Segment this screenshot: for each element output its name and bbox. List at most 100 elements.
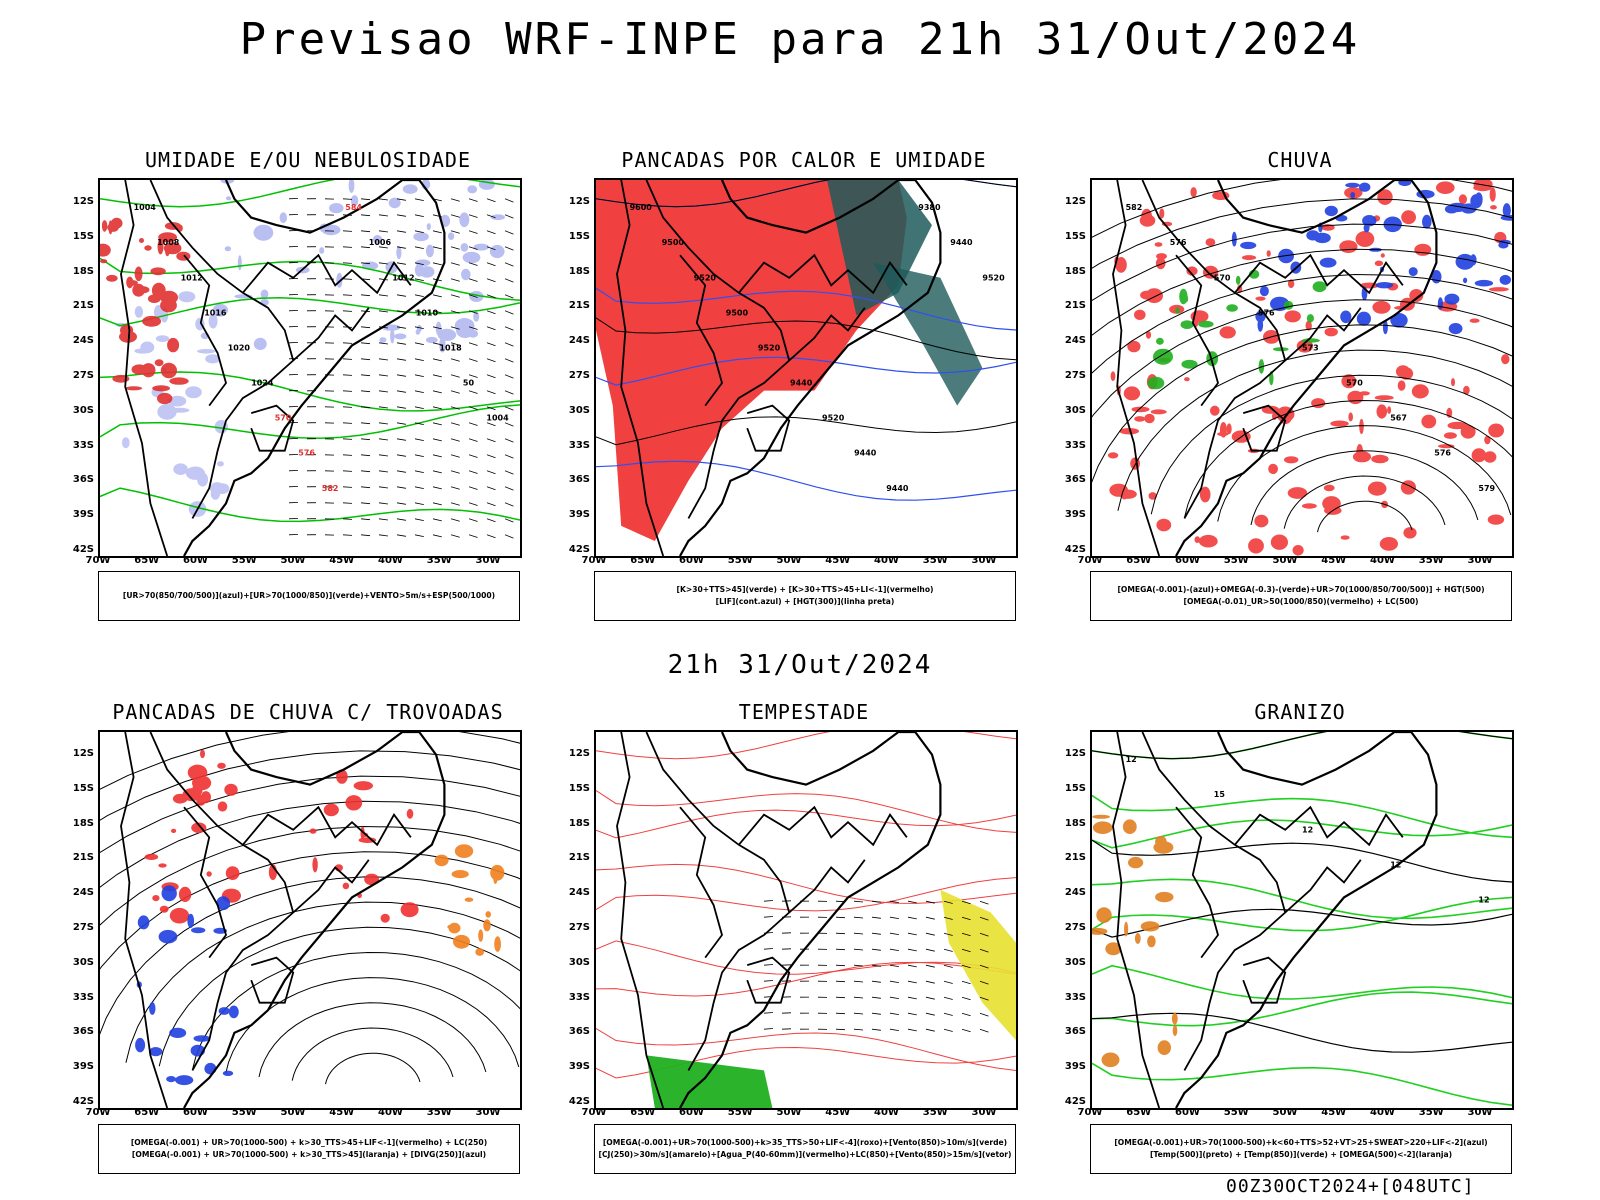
political-border xyxy=(746,404,791,452)
panel-6-map: 12 15 12 12 12 xyxy=(1090,730,1514,1110)
rain-red-field xyxy=(1107,180,1510,556)
latitude-tick-label: 39S xyxy=(568,1061,590,1073)
jet-yellow-fill xyxy=(940,889,1016,1041)
latitude-tick-label: 42S xyxy=(568,544,590,555)
instability-green-fill-east xyxy=(873,262,983,406)
contour-label: 9500 xyxy=(662,238,685,247)
political-border xyxy=(616,180,665,556)
latitude-tick-label: 33S xyxy=(568,439,590,451)
political-border xyxy=(1242,404,1287,452)
legend-line: [CJ(250)>30m/s](amarelo)+[Agua_P(40-60mm… xyxy=(598,1150,1012,1159)
contour-label: 9520 xyxy=(982,273,1005,282)
contour-label: 9520 xyxy=(694,273,717,282)
contour-label: 9440 xyxy=(950,238,973,247)
longitude-tick-label: 70W xyxy=(1077,555,1103,566)
longitude-tick-label: 60W xyxy=(679,555,704,566)
latitude-tick-label: 21S xyxy=(72,852,94,864)
political-border xyxy=(242,805,412,847)
contour-label: 576 xyxy=(298,449,315,458)
latitude-tick-label: 33S xyxy=(72,439,94,451)
political-border xyxy=(242,253,412,295)
latitude-tick-label: 33S xyxy=(72,991,94,1003)
contour-label: 12 xyxy=(1126,755,1137,764)
contour-label: 576 xyxy=(1434,449,1451,458)
contour-label: 584 xyxy=(345,203,362,212)
political-border xyxy=(183,806,227,959)
latitude-tick-label: 15S xyxy=(568,230,590,242)
political-border xyxy=(1141,180,1287,519)
longitude-tick-label: 30W xyxy=(1467,555,1493,566)
longitude-tick-label: 40W xyxy=(874,1107,899,1118)
legend-line: [OMEGA(-0.001)+UR>70(1000-500)+k<60+TTS>… xyxy=(1114,1138,1488,1147)
latitude-tick-label: 24S xyxy=(568,887,590,899)
contour-label: 9440 xyxy=(886,484,909,493)
panel-4-legend: [OMEGA(-0.001) + UR>70(1000-500) + k>30_… xyxy=(98,1124,520,1174)
longitude-tick-label: 30W xyxy=(971,1107,997,1118)
longitude-tick-label: 55W xyxy=(1223,555,1249,566)
contour-label: 9440 xyxy=(790,379,813,388)
contour-label: 1006 xyxy=(369,238,392,247)
latitude-tick-label: 15S xyxy=(1064,782,1086,794)
run-timestamp: 00Z30OCT2024+[048UTC] xyxy=(1226,1176,1475,1197)
political-border xyxy=(1242,956,1287,1004)
panel-6-title: GRANIZO xyxy=(1254,700,1346,724)
political-border xyxy=(746,956,791,1004)
longitude-tick-label: 55W xyxy=(727,1107,753,1118)
page-title: Previsao WRF-INPE para 21h 31/Out/2024 xyxy=(239,14,1361,65)
wind-850-green-fill xyxy=(646,1055,773,1108)
political-border xyxy=(1141,732,1287,1071)
political-border xyxy=(616,732,665,1108)
latitude-tick-label: 27S xyxy=(72,370,94,381)
latitude-tick-label: 39S xyxy=(1064,1061,1086,1073)
latitude-tick-label: 30S xyxy=(1064,404,1086,416)
latitude-tick-label: 21S xyxy=(1064,852,1086,864)
wind-850-vectors xyxy=(763,900,989,1033)
latitude-tick-label: 24S xyxy=(72,887,94,899)
longitude-tick-label: 40W xyxy=(874,555,899,566)
longitude-tick-label: 35W xyxy=(1418,555,1444,566)
political-border xyxy=(788,307,866,362)
contour-label: 9380 xyxy=(918,203,941,212)
contour-label: 573 xyxy=(1302,344,1319,353)
political-border xyxy=(679,254,723,407)
legend-line: [OMEGA(-0.01)_UR>50(1000/850)(vermelho) … xyxy=(1183,597,1419,606)
coastline xyxy=(679,180,942,556)
hgt300-black-contours xyxy=(596,180,1016,446)
longitude-tick-label: 50W xyxy=(776,555,802,566)
political-border xyxy=(738,253,908,295)
latitude-tick-label: 36S xyxy=(568,474,590,486)
longitude-tick-label: 45W xyxy=(1321,1107,1347,1118)
latitude-tick-label: 21S xyxy=(568,852,590,864)
latitude-tick-label: 18S xyxy=(1064,265,1086,277)
longitude-tick-label: 70W xyxy=(581,555,607,566)
legend-line: [LIF](cont.azul) + [HGT(300)](linha pret… xyxy=(715,597,895,606)
coastline xyxy=(183,732,446,1108)
contour-label: 12 xyxy=(1390,860,1401,869)
latitude-tick-label: 36S xyxy=(1064,474,1086,486)
instability-green-fill xyxy=(827,180,932,316)
latitude-tick-label: 42S xyxy=(1064,1096,1086,1107)
longitude-tick-label: 55W xyxy=(231,1107,257,1118)
latitude-tick-label: 36S xyxy=(1064,1026,1086,1038)
panel-4-title: PANCADAS DE CHUVA C/ TROVOADAS xyxy=(112,700,504,724)
contour-label: 12 xyxy=(1478,896,1489,905)
contour-label: 567 xyxy=(1390,414,1407,423)
longitude-tick-label: 50W xyxy=(1272,555,1298,566)
latitude-tick-label: 30S xyxy=(72,956,94,968)
longitude-tick-label: 70W xyxy=(581,1107,607,1118)
longitude-tick-label: 45W xyxy=(329,555,355,566)
latitude-tick-label: 21S xyxy=(1064,300,1086,312)
longitude-tick-label: 35W xyxy=(922,1107,948,1118)
panel-1-title: UMIDADE E/OU NEBULOSIDADE xyxy=(144,148,472,172)
legend-line: [Temp(500)](preto) + [Temp(850)](verde) … xyxy=(1149,1150,1453,1159)
latitude-tick-label: 18S xyxy=(568,265,590,277)
latitude-tick-label: 15S xyxy=(1064,230,1086,242)
contour-label: 15 xyxy=(1214,790,1226,799)
instability-red-fill xyxy=(596,180,907,541)
political-border xyxy=(645,732,791,1071)
longitude-tick-label: 30W xyxy=(475,1107,501,1118)
second-row-title: 21h 31/Out/2024 xyxy=(667,650,933,680)
contour-label: 1008 xyxy=(157,238,180,247)
longitude-tick-label: 35W xyxy=(922,555,948,566)
wind-vectors xyxy=(288,198,514,539)
